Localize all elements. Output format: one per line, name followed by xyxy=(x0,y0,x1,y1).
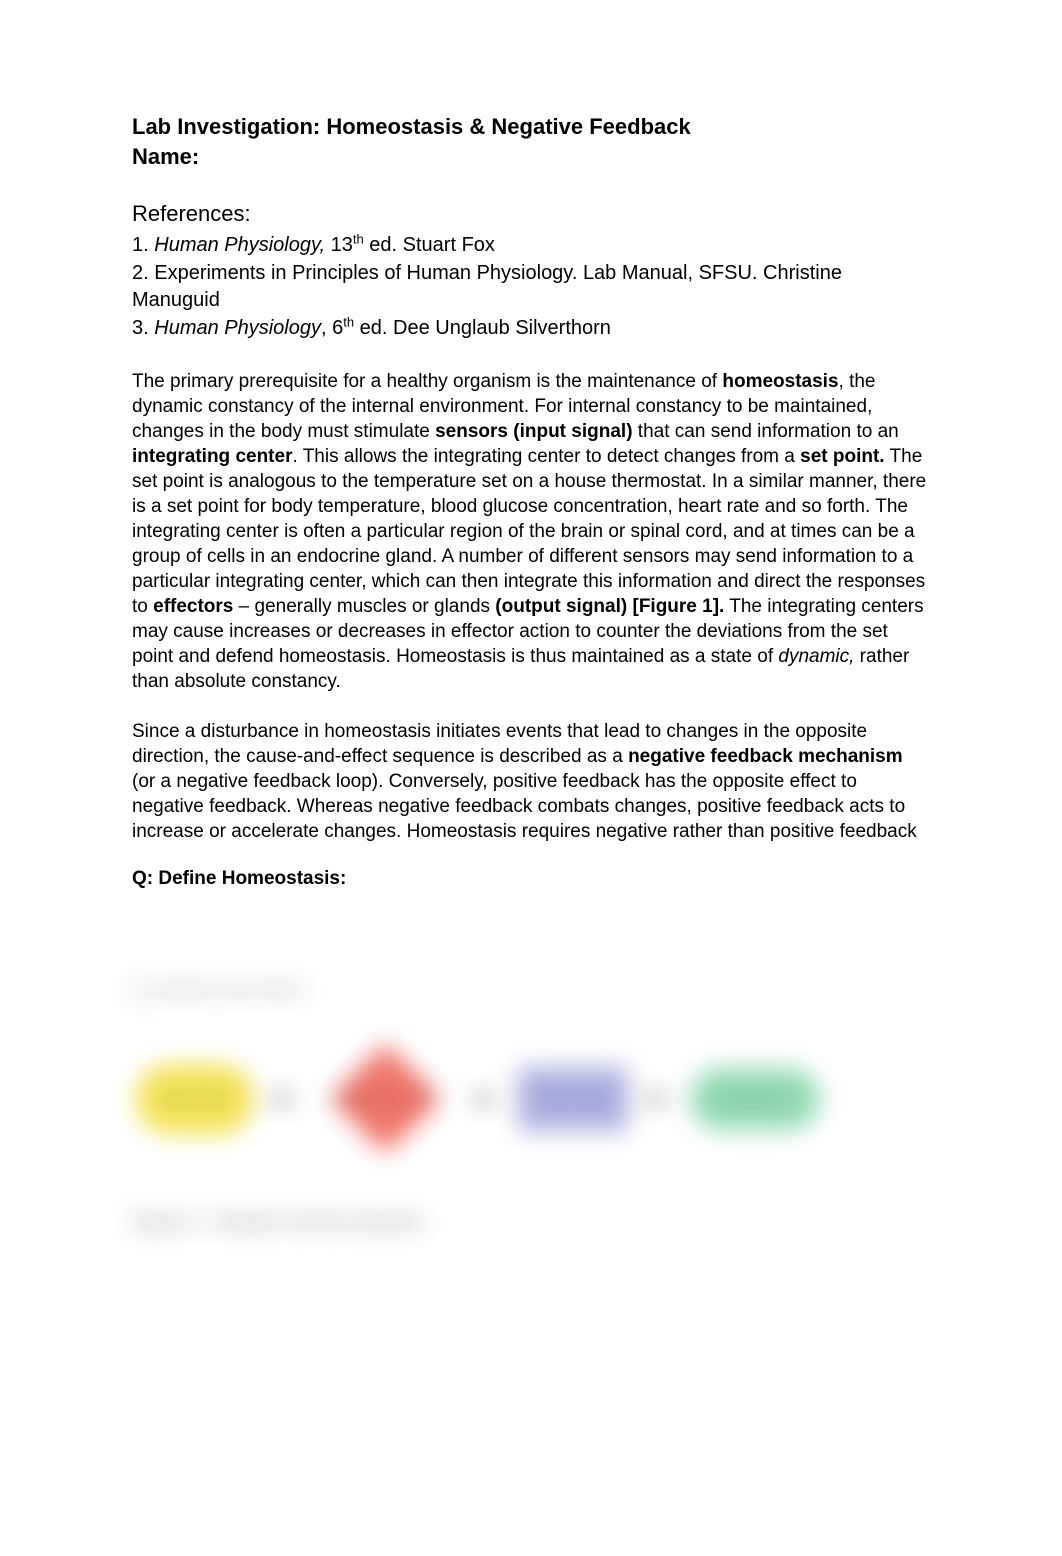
ref-work: Human Physiology xyxy=(154,317,321,339)
ref-after: ed. Dee Unglaub Silverthorn xyxy=(354,317,611,339)
ref-sup: th xyxy=(343,314,354,329)
p1-t5: The set point is analogous to the temper… xyxy=(132,446,926,617)
flow-node-label: Integrating center xyxy=(316,1044,456,1154)
p1-b3: integrating center xyxy=(132,446,292,467)
document-page: Lab Investigation: Homeostasis & Negativ… xyxy=(0,0,1062,1556)
ref-sup: th xyxy=(353,232,364,247)
title-line-1: Lab Investigation: Homeostasis & Negativ… xyxy=(132,112,930,142)
flow-diagram: Input signal Integrating center Output sig… xyxy=(132,1044,930,1154)
blurred-preview-region: Q: Define Set Point Input signal Integrat… xyxy=(132,980,930,1234)
references-block: References: 1. Human Physiology, 13th ed… xyxy=(132,199,930,342)
ref-rest: , 6 xyxy=(321,317,343,339)
p1-t3: that can send information to an xyxy=(633,421,899,442)
p1-b4: set point. xyxy=(800,446,884,467)
flow-arrow-icon xyxy=(650,1092,668,1106)
figure-caption: Figure 1. Simple Control System xyxy=(132,1212,930,1234)
reference-item: 3. Human Physiology, 6th ed. Dee Unglaub… xyxy=(132,315,930,343)
p1-b1: homeostasis xyxy=(722,371,838,392)
ref-after: ed. Stuart Fox xyxy=(364,234,495,256)
p1-t1: The primary prerequisite for a healthy o… xyxy=(132,371,722,392)
p1-b2: sensors (input signal) xyxy=(435,421,632,442)
references-heading: References: xyxy=(132,199,930,230)
title-line-name: Name: xyxy=(132,142,930,172)
paragraph-2: Since a disturbance in homeostasis initi… xyxy=(132,719,930,844)
p1-b5: effectors xyxy=(153,596,233,617)
flow-node-center: Integrating center xyxy=(316,1044,456,1154)
title-block: Lab Investigation: Homeostasis & Negativ… xyxy=(132,112,930,171)
reference-item: 1. Human Physiology, 13th ed. Stuart Fox xyxy=(132,232,930,260)
p2-t2: (or a negative feedback loop). Conversel… xyxy=(132,771,917,842)
ref-work: Human Physiology, xyxy=(154,234,325,256)
flow-arrow-icon xyxy=(478,1092,496,1106)
p2-b1: negative feedback mechanism xyxy=(628,746,903,767)
paragraph-1: The primary prerequisite for a healthy o… xyxy=(132,369,930,695)
flow-node-input: Input signal xyxy=(136,1064,254,1134)
ref-prefix: 1. xyxy=(132,234,154,256)
flow-node-resp: Response xyxy=(690,1068,820,1130)
flow-arrow-icon xyxy=(276,1092,294,1106)
ref-prefix: 2. Experiments in Principles of Human Ph… xyxy=(132,262,842,312)
ref-prefix: 3. xyxy=(132,317,154,339)
blurred-subheading: Q: Define Set Point xyxy=(132,980,930,1002)
p1-b6: (output signal) [Figure 1]. xyxy=(495,596,724,617)
p1-t6: – generally muscles or glands xyxy=(233,596,495,617)
question-define-homeostasis: Q: Define Homeostasis: xyxy=(132,868,930,890)
ref-rest: 13 xyxy=(325,234,353,256)
p1-t4: . This allows the integrating center to … xyxy=(292,446,800,467)
flow-node-output: Output signal xyxy=(518,1067,628,1131)
p1-i1: dynamic, xyxy=(778,646,854,667)
reference-item: 2. Experiments in Principles of Human Ph… xyxy=(132,260,930,315)
